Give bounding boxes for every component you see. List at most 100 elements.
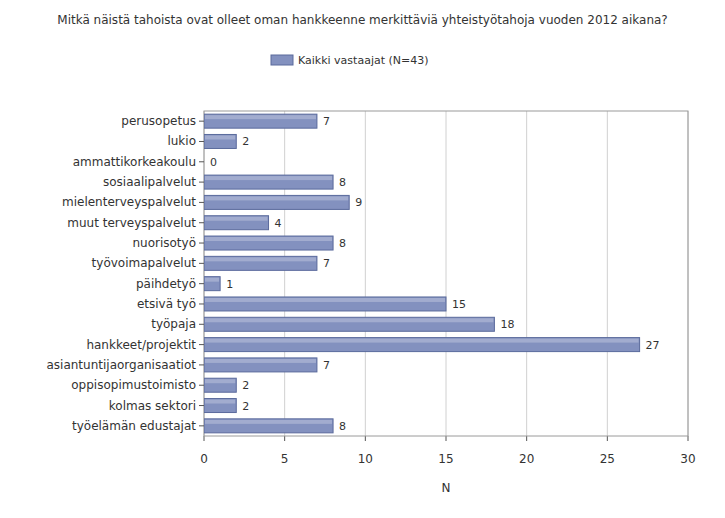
bar: [204, 419, 333, 433]
bar: [204, 338, 640, 352]
bar-highlight: [205, 420, 332, 424]
bar: [204, 236, 333, 250]
bar-highlight: [205, 278, 219, 282]
bar: [204, 114, 317, 128]
data-label: 7: [323, 257, 330, 270]
bar-highlight: [205, 400, 235, 404]
category-tick: [199, 121, 204, 122]
bar-highlight: [205, 217, 268, 221]
bar-highlight: [205, 115, 316, 119]
tick-label: 5: [281, 452, 289, 466]
chart-svg: Mitkä näistä tahoista ovat olleet oman h…: [0, 0, 725, 518]
category-label: perusopetus: [121, 114, 196, 128]
data-label: 8: [339, 237, 346, 250]
grid-line: [284, 111, 285, 436]
plot-frame: [204, 111, 688, 436]
data-label: 0: [210, 156, 217, 169]
category-tick: [199, 283, 204, 284]
bar-highlight: [205, 135, 235, 139]
tick-mark: [284, 436, 285, 441]
tick-mark: [204, 436, 205, 441]
category-label: sosiaalipalvelut: [103, 175, 196, 189]
category-tick: [199, 182, 204, 183]
grid-line: [526, 111, 527, 436]
category-tick: [199, 364, 204, 365]
x-axis-label: N: [442, 481, 451, 495]
category-label: mielenterveyspalvelut: [62, 195, 196, 209]
tick-label: 0: [200, 452, 208, 466]
data-label: 1: [226, 278, 233, 291]
chart-title: Mitkä näistä tahoista ovat olleet oman h…: [57, 13, 667, 27]
tick-label: 25: [600, 452, 615, 466]
bar-highlight: [205, 318, 493, 322]
category-tick: [199, 263, 204, 264]
legend: Kaikki vastaajat (N=43): [271, 54, 429, 67]
category-label: työelämän edustajat: [72, 419, 196, 433]
category-tick: [199, 405, 204, 406]
bar-highlight: [205, 339, 639, 343]
category-tick: [199, 303, 204, 304]
tick-label: 10: [358, 452, 373, 466]
bar: [204, 175, 333, 189]
data-label: 2: [242, 379, 249, 392]
category-tick: [199, 344, 204, 345]
category-label: muut terveyspalvelut: [67, 216, 196, 230]
grid-line: [446, 111, 447, 436]
data-label: 2: [242, 135, 249, 148]
category-label: lukio: [167, 134, 196, 148]
data-label: 4: [275, 217, 282, 230]
data-label: 8: [339, 420, 346, 433]
bar-highlight: [205, 237, 332, 241]
bar: [204, 195, 349, 209]
data-label: 7: [323, 359, 330, 372]
category-label: oppisopimustoimisto: [71, 378, 196, 392]
tick-mark: [446, 436, 447, 441]
category-label: päihdetyö: [136, 277, 196, 291]
category-label: hankkeet/projektit: [86, 338, 196, 352]
bars: [204, 114, 640, 433]
bar: [204, 134, 236, 148]
bar-highlight: [205, 196, 348, 200]
category-label: nuorisotyö: [132, 236, 196, 250]
tick-mark: [365, 436, 366, 441]
data-label: 15: [452, 298, 466, 311]
bar: [204, 317, 494, 331]
category-label: etsivä työ: [137, 297, 196, 311]
bar: [204, 358, 317, 372]
bar: [204, 155, 205, 169]
category-tick: [199, 161, 204, 162]
data-label: 18: [500, 318, 514, 331]
tick-label: 15: [438, 452, 453, 466]
category-tick: [199, 222, 204, 223]
category-label: kolmas sektori: [109, 399, 196, 413]
category-tick: [199, 324, 204, 325]
bar: [204, 378, 236, 392]
bar: [204, 297, 446, 311]
tick-label: 30: [680, 452, 695, 466]
data-label: 9: [355, 196, 362, 209]
data-label: 2: [242, 400, 249, 413]
tick-label: 20: [519, 452, 534, 466]
data-label: 7: [323, 115, 330, 128]
category-label: työpaja: [151, 317, 196, 331]
grid: [204, 111, 688, 441]
chart-container: Mitkä näistä tahoista ovat olleet oman h…: [0, 0, 725, 518]
bar: [204, 277, 220, 291]
category-tick: [199, 425, 204, 426]
bar-highlight: [205, 359, 316, 363]
bar: [204, 256, 317, 270]
tick-mark: [607, 436, 608, 441]
grid-line: [607, 111, 608, 436]
grid-line: [365, 111, 366, 436]
legend-swatch: [271, 55, 293, 65]
data-label: 8: [339, 176, 346, 189]
category-label: työvoimapalvelut: [92, 256, 197, 270]
bar-highlight: [205, 176, 332, 180]
category-tick: [199, 243, 204, 244]
bar-highlight: [205, 298, 445, 302]
bar-highlight: [205, 379, 235, 383]
bar: [204, 216, 269, 230]
tick-mark: [688, 436, 689, 441]
tick-mark: [526, 436, 527, 441]
bar-highlight: [205, 156, 206, 160]
